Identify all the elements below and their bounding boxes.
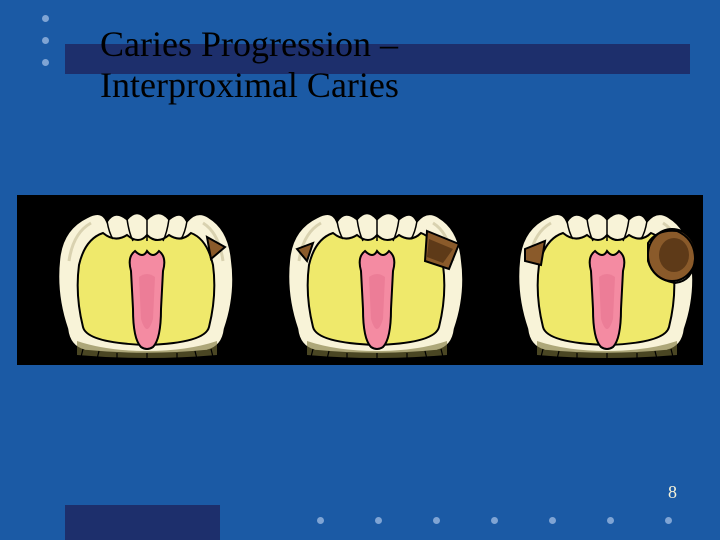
decor-dot	[42, 37, 49, 44]
slide-root: Caries Progression – Interproximal Carie…	[0, 0, 720, 540]
decor-dot	[549, 517, 556, 524]
tooth-stage-1	[47, 199, 242, 364]
title-line-2: Interproximal Caries	[100, 65, 399, 105]
decor-dot	[665, 517, 672, 524]
tooth-stage-2	[277, 199, 472, 364]
title-line-1: Caries Progression –	[100, 24, 398, 64]
decor-dot	[42, 15, 49, 22]
page-number: 8	[668, 482, 677, 503]
decor-dot	[433, 517, 440, 524]
decor-dot	[375, 517, 382, 524]
decor-dot	[317, 517, 324, 524]
decor-dot	[42, 59, 49, 66]
footer-bar	[65, 505, 220, 540]
decor-dot	[607, 517, 614, 524]
tooth-stage-3	[507, 199, 702, 364]
illustration-panel	[17, 195, 703, 365]
slide-title: Caries Progression – Interproximal Carie…	[100, 24, 399, 107]
decor-dot	[491, 517, 498, 524]
